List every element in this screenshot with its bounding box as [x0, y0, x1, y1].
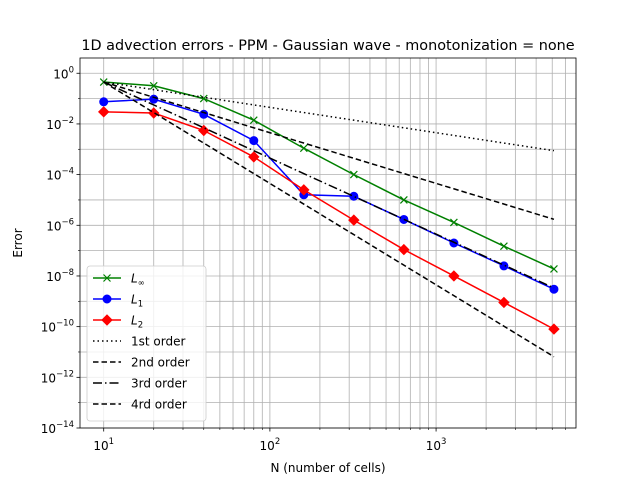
data-point [249, 116, 258, 125]
series-line [103, 81, 555, 289]
data-point [149, 81, 158, 90]
series-line [103, 81, 555, 358]
legend-entry: 2nd order [93, 356, 190, 370]
data-point [99, 97, 109, 107]
legend: L∞ L1 L2 1st order 2nd order 3rd order 4rd ord… [86, 265, 207, 422]
legend-marker [103, 274, 111, 282]
data-point [248, 151, 260, 163]
legend-label: 4rd order [131, 398, 187, 412]
chart-title: 1D advection errors - PPM - Gaussian wav… [81, 38, 574, 54]
legend-entry: 1st order [93, 335, 185, 349]
y-axis-label: Error [11, 228, 25, 257]
y-tick-label: 10−14 [41, 420, 74, 436]
data-point [299, 144, 308, 153]
data-point [149, 94, 159, 104]
series-7 [103, 81, 555, 358]
x-tick-label: 101 [93, 437, 114, 453]
data-point [349, 191, 359, 201]
data-point [548, 323, 560, 335]
data-point [550, 264, 558, 273]
legend-label: L∞ [131, 272, 145, 289]
data-point [399, 196, 408, 204]
data-point [449, 218, 458, 227]
legend-entry: L2 [93, 314, 143, 331]
legend-label: 3rd order [131, 377, 187, 391]
legend-label: 1st order [131, 335, 185, 349]
y-tick-label: 100 [53, 65, 74, 81]
x-axis-label: N (number of cells) [270, 461, 385, 475]
plot-area-frame [79, 57, 577, 429]
legend-label: L1 [131, 293, 143, 310]
data-point [298, 184, 310, 196]
data-point [448, 270, 460, 282]
grid-lines [80, 58, 576, 429]
series-5 [103, 81, 555, 221]
series-1 [99, 78, 558, 273]
data-point [249, 136, 259, 146]
x-tick-label: 102 [260, 437, 281, 453]
series-3 [98, 106, 560, 335]
y-tick-label: 10−2 [46, 116, 74, 132]
legend-label: L2 [131, 314, 143, 331]
series-layer [98, 78, 560, 358]
data-point [98, 106, 110, 118]
legend-entry: L∞ [93, 272, 145, 289]
y-tick-label: 10−12 [41, 369, 74, 385]
y-tick-label: 10−6 [46, 217, 74, 233]
series-line [103, 81, 555, 270]
x-tick-label: 103 [426, 437, 447, 453]
y-tick-label: 10−8 [46, 268, 74, 284]
series-line [103, 111, 555, 330]
data-point [499, 242, 508, 251]
legend-entry: 3rd order [93, 377, 187, 391]
legend-marker [102, 294, 112, 304]
data-point [498, 296, 510, 309]
data-point [349, 170, 358, 179]
legend-marker [101, 314, 113, 326]
data-point [549, 284, 559, 294]
data-point [398, 243, 410, 256]
data-point [199, 94, 208, 103]
series-line [103, 81, 555, 221]
data-point [199, 109, 209, 119]
legend-label: 2nd order [131, 356, 190, 370]
legend-entry: 4rd order [93, 398, 187, 412]
y-tick-label: 10−10 [41, 319, 74, 335]
axis-ticks: 101 102 103 100 10−2 10−4 10−6 10−8 10−10 10−12 10… [41, 65, 566, 453]
data-point [348, 214, 360, 226]
data-point [198, 124, 210, 137]
legend-entry: L1 [93, 293, 143, 310]
y-tick-label: 10−4 [46, 167, 74, 183]
series-6 [103, 81, 555, 289]
